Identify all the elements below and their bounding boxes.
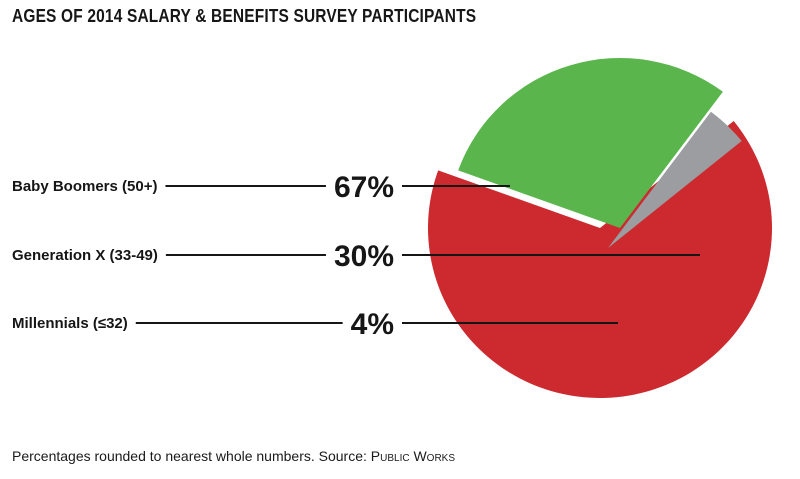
percent-label-generation-x: 30% [334, 240, 394, 273]
footnote-text: Percentages rounded to nearest whole num… [12, 448, 371, 464]
chart-title: AGES OF 2014 SALARY & BENEFITS SURVEY PA… [12, 6, 477, 26]
pie-slices [427, 57, 772, 399]
percent-label-baby-boomers: 67% [334, 171, 394, 204]
footnote-source: Public Works [370, 448, 456, 464]
slice-labels: Baby Boomers (50+) 67% Generation X (33-49… [12, 171, 394, 341]
pie-slice-baby-boomers [427, 121, 772, 399]
percent-label-millennials: 4% [351, 308, 394, 341]
leader-lines [135, 185, 700, 324]
footnote: Percentages rounded to nearest whole num… [12, 448, 455, 464]
pie-slice-millennials [608, 111, 742, 249]
category-label-millennials: Millennials (≤32) [12, 315, 128, 332]
pie-slice-generation-x [458, 57, 723, 228]
category-label-generation-x: Generation X (33-49) [12, 247, 158, 264]
category-label-baby-boomers: Baby Boomers (50+) [12, 178, 157, 195]
